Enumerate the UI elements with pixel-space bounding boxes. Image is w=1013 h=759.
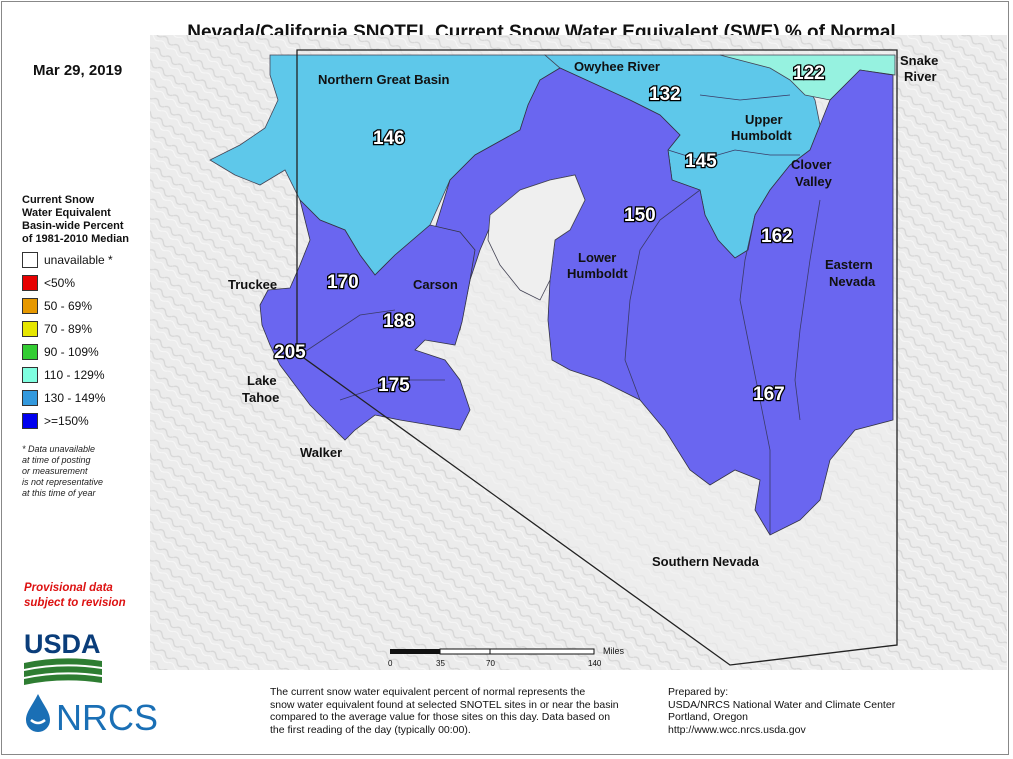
label-upper-humboldt-1: Upper	[745, 112, 783, 127]
provisional-notice: Provisional data subject to revision	[24, 581, 126, 611]
footer-line: the first reading of the day (typically …	[270, 723, 471, 736]
label-northern-great-basin: Northern Great Basin	[318, 72, 450, 87]
value-carson: 188	[383, 311, 415, 332]
legend-title-line-4: of 1981-2010 Median	[22, 233, 129, 245]
scale-tick-0: 0	[388, 659, 393, 668]
legend-item: 130 - 149%	[22, 389, 147, 407]
usda-logo: USDA	[24, 629, 102, 685]
legend-label: 50 - 69%	[44, 299, 93, 313]
legend-item: 90 - 109%	[22, 343, 147, 361]
scale-bar: Miles 0 35 70 140	[388, 646, 625, 668]
legend-swatch	[22, 321, 38, 337]
provisional-line: subject to revision	[24, 597, 126, 609]
water-drop-icon	[26, 694, 50, 732]
value-snake-river: 122	[793, 63, 825, 84]
legend-swatch	[22, 298, 38, 314]
legend-label: >=150%	[44, 414, 89, 428]
label-southern-nevada: Southern Nevada	[652, 554, 760, 569]
label-upper-humboldt-2: Humboldt	[731, 128, 792, 143]
label-lake-tahoe-1: Lake	[247, 373, 277, 388]
label-owyhee-river: Owyhee River	[574, 59, 660, 74]
label-lake-tahoe-2: Tahoe	[242, 390, 279, 405]
map-date: Mar 29, 2019	[33, 62, 123, 79]
legend-label: unavailable *	[44, 253, 113, 267]
legend-label: 90 - 109%	[44, 345, 99, 359]
legend-swatch	[22, 413, 38, 429]
value-eastern-nevada: 162	[761, 226, 793, 247]
legend-label: 110 - 129%	[44, 368, 105, 382]
value-southern-nevada: 167	[753, 384, 785, 405]
label-snake-river-2: River	[904, 69, 937, 84]
value-walker: 175	[378, 375, 410, 396]
scale-tick-35: 35	[436, 659, 445, 668]
provisional-line: Provisional data	[24, 582, 113, 594]
footer-line: The current snow water equivalent percen…	[270, 686, 586, 698]
label-walker: Walker	[300, 445, 342, 460]
legend-swatch	[22, 275, 38, 291]
value-northern-great-basin: 146	[373, 128, 405, 149]
legend-swatch	[22, 367, 38, 383]
legend-swatch	[22, 390, 38, 406]
legend-label: <50%	[44, 276, 76, 290]
label-snake-river-1: Snake	[900, 53, 938, 68]
legend-label: 130 - 149%	[44, 391, 106, 405]
footer-description: The current snow water equivalent percen…	[270, 686, 630, 736]
legend-note-line: * Data unavailable	[22, 444, 96, 454]
value-owyhee-river: 132	[649, 84, 681, 105]
label-clover-valley-2: Valley	[795, 174, 833, 189]
legend-title-line-1: Current Snow	[22, 194, 95, 206]
legend-item: 70 - 89%	[22, 320, 147, 338]
usda-logo-text: USDA	[24, 629, 101, 659]
legend-title-line-3: Basin-wide Percent	[22, 220, 124, 232]
footer-line: USDA/NRCS National Water and Climate Cen…	[668, 698, 896, 711]
legend-title-line-2: Water Equivalent	[22, 207, 111, 219]
label-carson: Carson	[413, 277, 458, 292]
value-lower-humboldt: 150	[624, 205, 656, 226]
legend: Current Snow Water Equivalent Basin-wide…	[22, 194, 147, 499]
legend-note-line: or measurement	[22, 466, 88, 476]
scale-tick-70: 70	[486, 659, 495, 668]
basin-map: Northern Great Basin Owyhee River Snake …	[150, 35, 1007, 670]
label-eastern-nevada-1: Eastern	[825, 257, 873, 272]
scale-unit: Miles	[603, 646, 625, 656]
legend-note-line: is not representative	[22, 477, 104, 487]
footer-line: snow water equivalent found at selected …	[270, 698, 619, 711]
footer-line: compared to the average value for those …	[270, 711, 611, 723]
footer-link[interactable]: http://www.wcc.nrcs.usda.gov	[668, 723, 806, 736]
legend-swatch	[22, 252, 38, 268]
nrcs-logo-text: NRCS	[56, 697, 158, 738]
scale-tick-140: 140	[588, 659, 602, 668]
value-truckee: 170	[327, 272, 359, 293]
value-upper-humboldt: 145	[685, 151, 717, 172]
nevada-state-border	[296, 49, 898, 666]
label-truckee: Truckee	[228, 277, 277, 292]
legend-item: unavailable *	[22, 251, 147, 269]
nrcs-logo: NRCS	[26, 694, 158, 738]
footer-line: Prepared by:	[668, 686, 729, 698]
footer-line: Portland, Oregon	[668, 711, 748, 723]
legend-note-line: at time of posting	[22, 455, 91, 465]
footer-credits: Prepared by: USDA/NRCS National Water an…	[668, 686, 968, 736]
legend-item: 50 - 69%	[22, 297, 147, 315]
legend-item: >=150%	[22, 412, 147, 430]
value-lake-tahoe: 205	[274, 342, 306, 363]
legend-item: <50%	[22, 274, 147, 292]
label-lower-humboldt-2: Humboldt	[567, 266, 628, 281]
legend-item: 110 - 129%	[22, 366, 147, 384]
legend-swatch	[22, 344, 38, 360]
legend-label: 70 - 89%	[44, 322, 93, 336]
label-eastern-nevada-2: Nevada	[829, 274, 876, 289]
label-lower-humboldt-1: Lower	[578, 250, 616, 265]
legend-note: * Data unavailable at time of posting or…	[22, 444, 147, 499]
unavailable-area	[487, 174, 586, 301]
label-clover-valley-1: Clover	[791, 157, 831, 172]
legend-note-line: at this time of year	[22, 488, 96, 498]
